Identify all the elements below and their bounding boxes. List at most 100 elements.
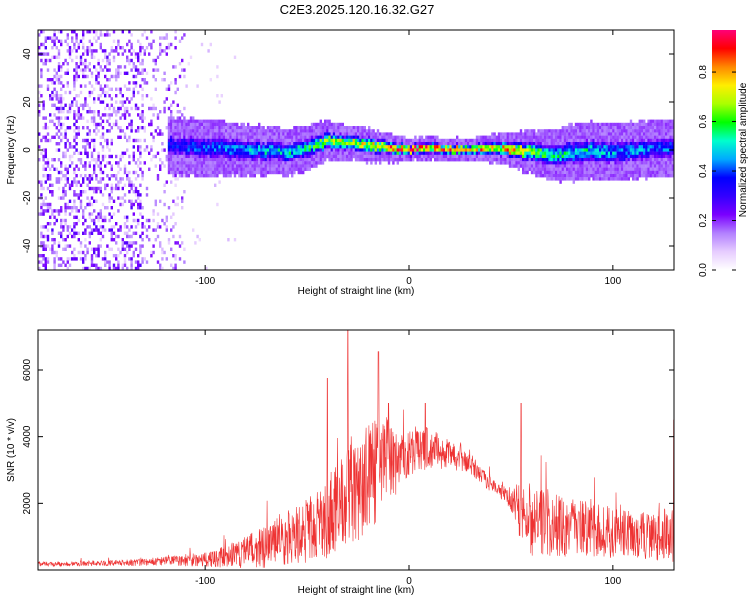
heatmap-cell — [306, 164, 309, 168]
heatmap-cell — [524, 129, 527, 133]
heatmap-cell — [625, 142, 628, 146]
heatmap-cell — [324, 126, 327, 130]
heatmap-cell — [330, 158, 333, 162]
heatmap-cell — [656, 161, 659, 165]
heatmap-cell — [326, 122, 329, 127]
heatmap-cell — [574, 126, 578, 130]
heatmap-cell — [205, 158, 208, 162]
heatmap-cell — [277, 161, 281, 165]
heatmap-cell — [506, 145, 509, 149]
heatmap-cell — [104, 254, 107, 258]
heatmap-cell — [260, 135, 263, 139]
heatmap-cell — [339, 154, 342, 159]
heatmap-cell — [572, 145, 575, 149]
heatmap-cell — [108, 122, 111, 127]
heatmap-cell — [97, 218, 100, 223]
heatmap-cell — [555, 151, 558, 155]
heatmap-cell — [73, 110, 76, 114]
heatmap-cell — [651, 126, 655, 130]
heatmap-cell — [185, 154, 188, 159]
heatmap-cell — [49, 119, 52, 123]
heatmap-cell — [656, 151, 659, 155]
heatmap-cell — [561, 164, 564, 168]
heatmap-cell — [321, 148, 325, 152]
heatmap-cell — [167, 238, 171, 242]
heatmap-cell — [121, 30, 124, 34]
heatmap-cell — [196, 138, 199, 143]
heatmap-cell — [66, 84, 69, 88]
heatmap-cell — [115, 74, 118, 79]
heatmap-cell — [304, 145, 307, 149]
heatmap-cell — [123, 193, 127, 197]
heatmap-cell — [71, 206, 74, 210]
heatmap-cell — [66, 202, 69, 207]
heatmap-cell — [640, 161, 644, 165]
heatmap-cell — [442, 142, 446, 146]
heatmap-cell — [522, 167, 525, 171]
heatmap-cell — [275, 138, 278, 143]
heatmap-cell — [607, 148, 611, 152]
heatmap-cell — [566, 135, 569, 139]
heatmap-cell — [132, 87, 135, 91]
heatmap-cell — [115, 186, 118, 191]
heatmap-cell — [654, 148, 657, 152]
heatmap-cell — [253, 135, 256, 139]
heatmap-cell — [88, 180, 91, 184]
heatmap-cell — [486, 148, 490, 152]
heatmap-cell — [134, 199, 138, 203]
heatmap-cell — [79, 113, 83, 117]
heatmap-cell — [313, 142, 316, 146]
heatmap-cell — [271, 151, 274, 155]
heatmap-cell — [203, 151, 206, 155]
heatmap-cell — [82, 71, 85, 75]
snr-x-label: Height of straight line (km) — [298, 585, 415, 596]
heatmap-cell — [495, 145, 498, 149]
heatmap-cell — [163, 250, 166, 255]
heatmap-cell — [192, 228, 195, 232]
heatmap-cell — [671, 129, 674, 133]
heatmap-cell — [379, 142, 382, 146]
heatmap-cell — [638, 170, 641, 175]
heatmap-cell — [396, 142, 399, 146]
heatmap-cell — [500, 142, 503, 146]
heatmap-cell — [273, 138, 276, 143]
heatmap-cell — [104, 154, 107, 159]
heatmap-cell — [99, 180, 102, 184]
heatmap-cell — [544, 132, 547, 136]
heatmap-cell — [460, 158, 463, 162]
heatmap-cell — [493, 142, 496, 146]
heatmap-cell — [60, 164, 63, 168]
heatmap-cell — [632, 135, 635, 139]
heatmap-cell — [258, 142, 261, 146]
heatmap-cell — [137, 202, 140, 207]
heatmap-cell — [209, 132, 212, 136]
heatmap-cell — [137, 260, 140, 264]
heatmap-cell — [649, 132, 652, 136]
heatmap-cell — [185, 129, 188, 133]
heatmap-cell — [84, 65, 87, 69]
heatmap-cell — [656, 132, 659, 136]
heatmap-cell — [537, 142, 540, 146]
heatmap-cell — [40, 74, 43, 79]
heatmap-cell — [233, 135, 237, 139]
heatmap-cell — [115, 161, 118, 165]
heatmap-cell — [284, 138, 287, 143]
heatmap-cell — [277, 151, 281, 155]
heatmap-cell — [128, 247, 131, 251]
heatmap-cell — [170, 154, 173, 159]
heatmap-cell — [662, 161, 666, 165]
heatmap-cell — [383, 151, 386, 155]
heatmap-cell — [559, 132, 562, 136]
heatmap-cell — [170, 145, 173, 149]
heatmap-cell — [297, 132, 300, 136]
heatmap-cell — [68, 186, 72, 191]
heatmap-cell — [662, 170, 666, 175]
heatmap-cell — [458, 154, 461, 159]
heatmap-cell — [368, 132, 371, 136]
heatmap-cell — [277, 126, 281, 130]
colorbar-tick-label: 0.4 — [698, 164, 709, 178]
heatmap-cell — [99, 116, 102, 120]
heatmap-cell — [101, 119, 105, 123]
heatmap-cell — [574, 170, 578, 175]
heatmap-cell — [563, 148, 567, 152]
